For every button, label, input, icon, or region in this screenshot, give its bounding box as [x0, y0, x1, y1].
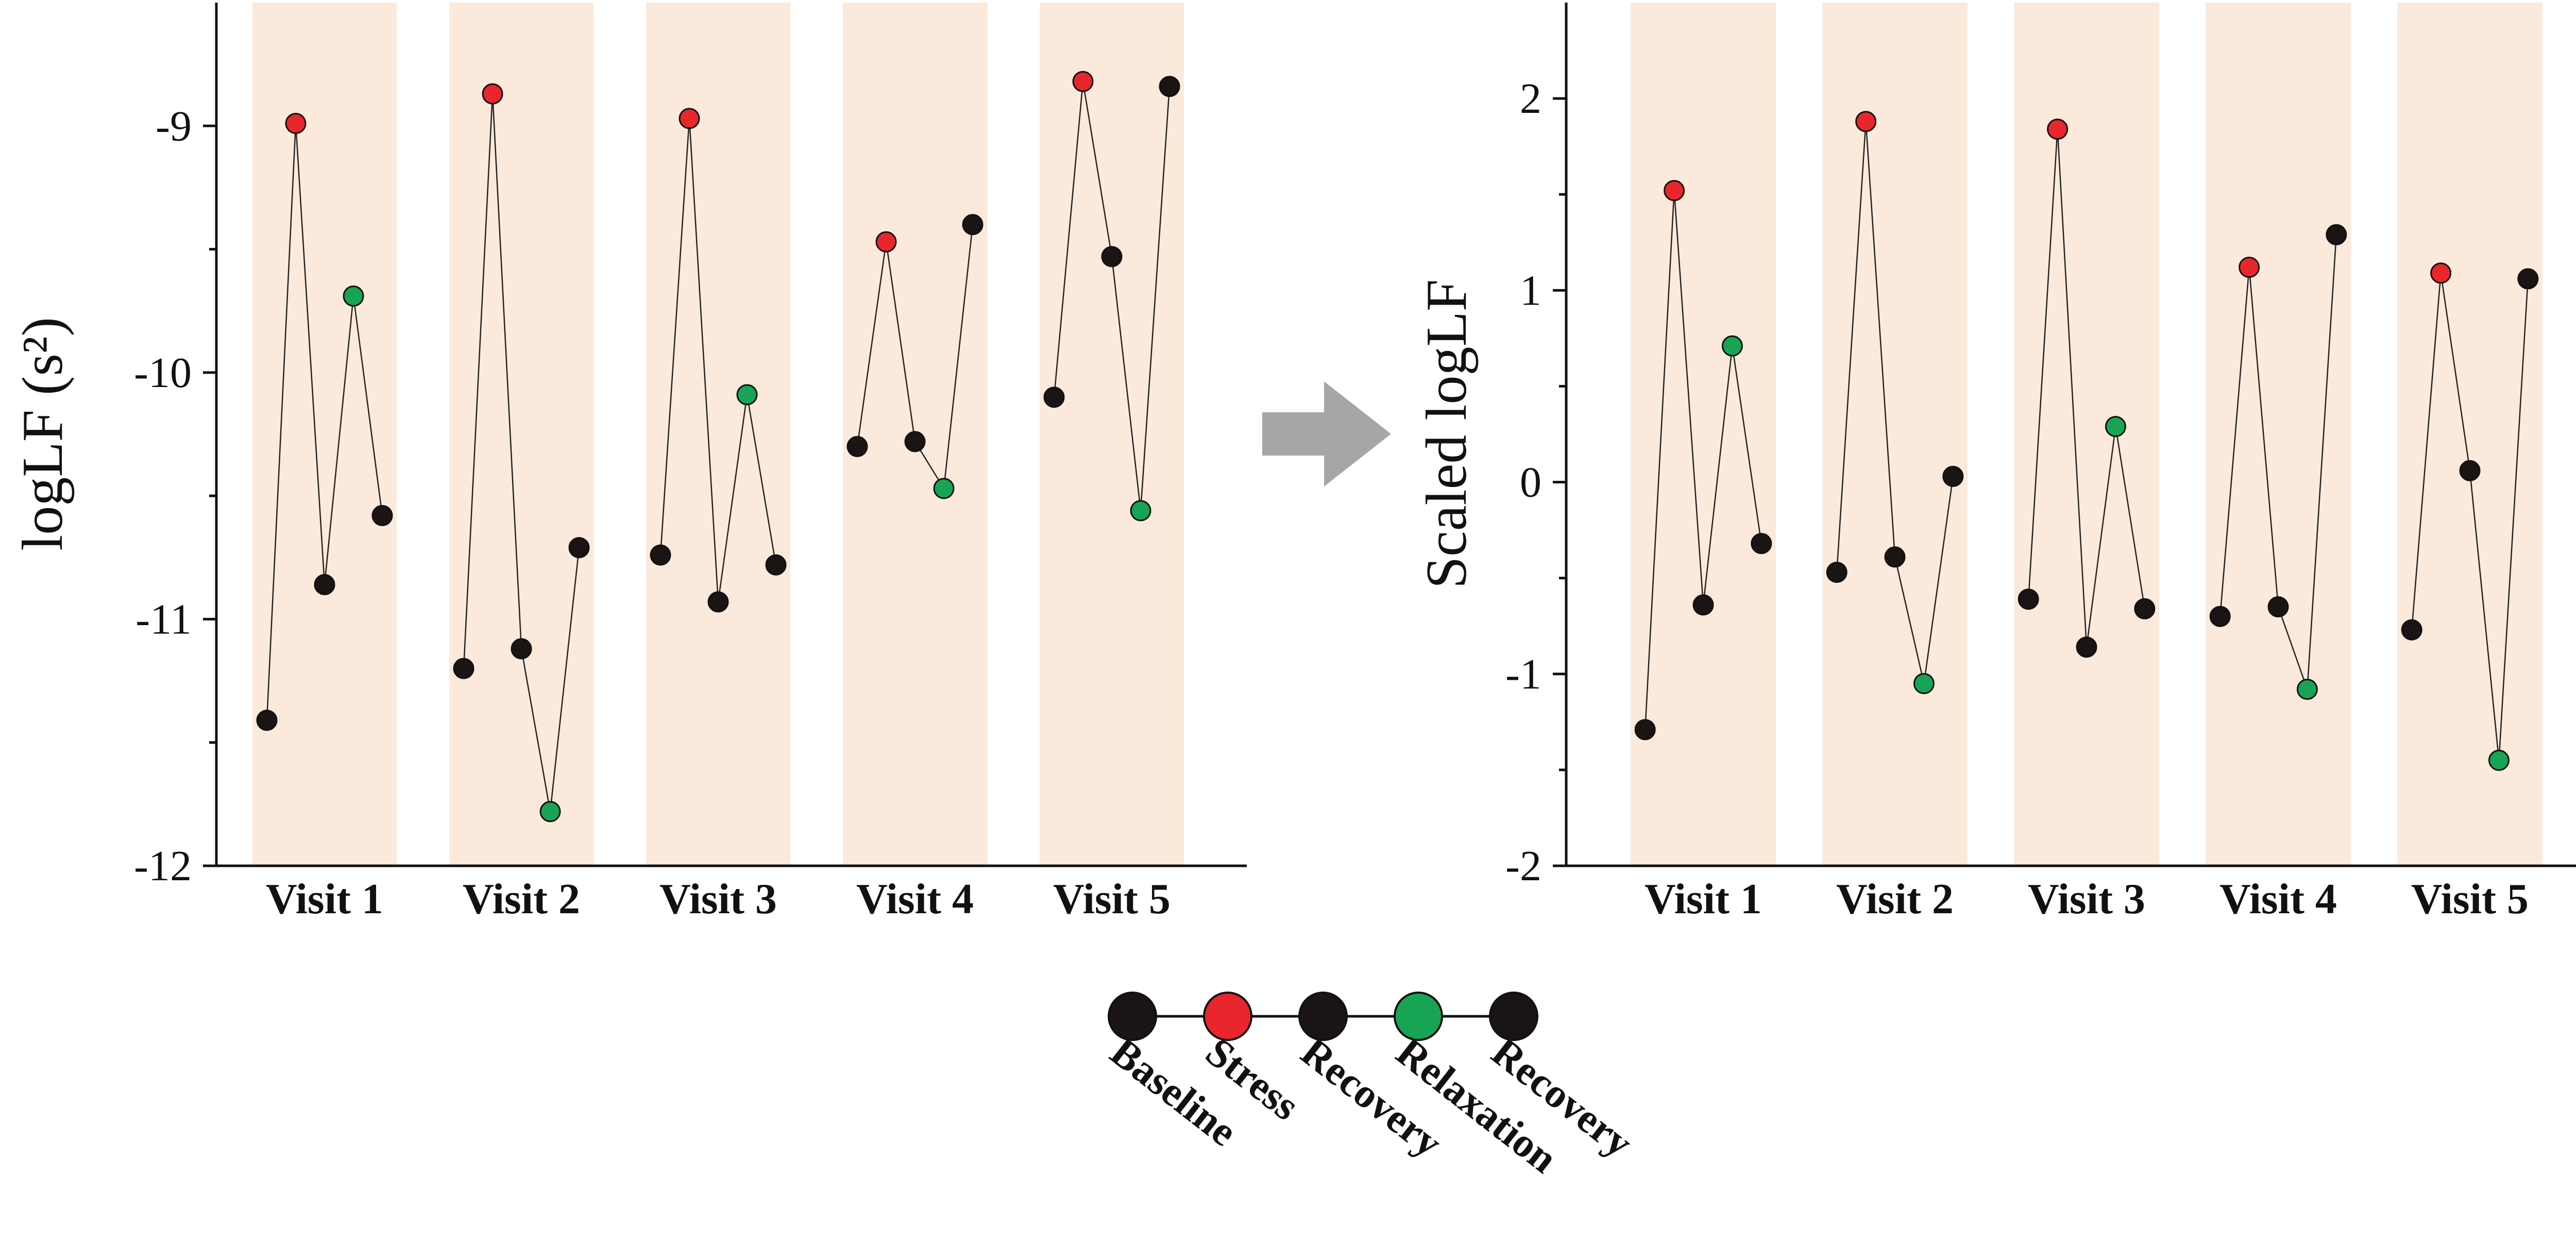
visit-band	[2397, 3, 2543, 866]
y-axis-label-right: Scaled logLF	[1415, 279, 1479, 589]
visit-band	[1040, 3, 1184, 866]
y-axis-label-left: logLF (s²)	[11, 317, 75, 551]
data-point-recovery	[314, 574, 335, 595]
visit-bands-right	[1631, 3, 2543, 866]
data-point-baseline	[2018, 589, 2039, 610]
visit-band	[2014, 3, 2159, 866]
series-layer-left	[256, 71, 1180, 823]
x-tick-label: Visit 5	[2411, 875, 2529, 923]
data-point-recovery	[1692, 594, 1714, 616]
visit-bands-left	[252, 3, 1184, 866]
data-point-recovery	[2326, 224, 2347, 245]
data-point-recovery	[2134, 598, 2156, 619]
data-point-baseline	[1634, 719, 1656, 741]
x-tick-labels-right: Visit 1 Visit 2 Visit 3 Visit 4 Visit 5	[1645, 875, 2529, 923]
data-point-recovery	[1751, 533, 1772, 555]
data-point-baseline	[2401, 619, 2422, 641]
data-point-relaxation	[736, 384, 758, 406]
data-point-recovery	[2517, 268, 2539, 290]
data-point-recovery	[2076, 636, 2097, 658]
y-tick-label: -1	[1505, 650, 1541, 698]
data-point-baseline	[256, 710, 278, 731]
visit-band	[252, 3, 397, 866]
y-tick-label: -10	[134, 349, 192, 397]
visit-band	[1822, 3, 1968, 866]
data-point-recovery	[904, 431, 926, 452]
x-tick-labels-left: Visit 1 Visit 2 Visit 3 Visit 4 Visit 5	[266, 875, 1171, 923]
data-point-recovery	[707, 591, 729, 613]
data-point-baseline	[1043, 387, 1065, 408]
data-point-relaxation	[1913, 673, 1935, 694]
y-tick-label: -9	[156, 102, 192, 150]
y-tick-label: -12	[134, 842, 192, 890]
data-point-relaxation	[2296, 679, 2318, 700]
visit-band	[646, 3, 790, 866]
left-chart-panel: -12 -11 -10 -9 Visit 1 Visit 2 Visit 3 Visit 4…	[11, 3, 1247, 923]
data-point-relaxation	[2488, 749, 2510, 771]
visit-band	[2206, 3, 2351, 866]
data-point-stress	[2047, 119, 2069, 140]
data-point-stress	[285, 113, 307, 134]
data-point-recovery	[962, 214, 984, 236]
x-tick-label: Visit 3	[659, 875, 777, 923]
data-point-stress	[1072, 71, 1094, 92]
y-ticks-right: -2 -1 0 1 2	[1505, 75, 1566, 890]
y-tick-label: -11	[135, 595, 192, 643]
data-point-recovery	[2267, 596, 2289, 617]
y-tick-label: 1	[1520, 266, 1541, 314]
data-point-recovery	[371, 505, 393, 526]
legend-marker	[1489, 992, 1538, 1041]
data-point-stress	[482, 83, 503, 105]
y-ticks-left: -12 -11 -10 -9	[134, 102, 216, 890]
data-point-relaxation	[1721, 335, 1743, 357]
data-point-baseline	[1826, 562, 1848, 583]
visit-band	[1631, 3, 1776, 866]
legend-marker	[1394, 992, 1443, 1041]
x-tick-label: Visit 5	[1053, 875, 1171, 923]
data-point-recovery	[1942, 465, 1964, 487]
data-point-stress	[875, 231, 897, 253]
data-point-baseline	[650, 544, 671, 566]
data-point-stress	[1855, 111, 1877, 132]
data-point-recovery	[568, 537, 590, 559]
x-tick-label: Visit 2	[463, 875, 580, 923]
legend-marker	[1108, 992, 1157, 1041]
data-point-recovery	[1159, 76, 1180, 97]
data-point-stress	[2430, 262, 2452, 284]
data-point-stress	[2239, 257, 2260, 278]
data-point-stress	[1664, 180, 1685, 202]
series-layer-right	[1634, 111, 2539, 771]
data-point-baseline	[846, 435, 868, 457]
arrow-right-icon	[1262, 381, 1391, 487]
data-point-recovery	[511, 638, 532, 660]
y-tick-label: -2	[1505, 842, 1541, 890]
legend-marker	[1298, 992, 1348, 1041]
data-point-relaxation	[1130, 500, 1151, 522]
data-point-recovery	[765, 554, 787, 576]
data-point-relaxation	[933, 478, 955, 499]
data-point-baseline	[453, 658, 474, 679]
x-tick-label: Visit 3	[2028, 875, 2145, 923]
x-tick-label: Visit 2	[1836, 875, 1954, 923]
data-point-recovery	[1101, 246, 1123, 267]
x-tick-label: Visit 1	[266, 875, 383, 923]
data-point-stress	[679, 108, 700, 129]
data-point-recovery	[2459, 460, 2481, 481]
x-tick-label: Visit 1	[1645, 875, 1762, 923]
y-tick-label: 2	[1520, 75, 1541, 123]
data-point-relaxation	[539, 801, 561, 823]
data-point-relaxation	[343, 286, 364, 307]
data-point-relaxation	[2105, 416, 2126, 438]
x-tick-label: Visit 4	[856, 875, 974, 923]
data-point-baseline	[2209, 606, 2231, 627]
visit-band	[449, 3, 594, 866]
data-point-recovery	[1884, 546, 1906, 568]
legend-marker	[1203, 992, 1252, 1041]
x-tick-label: Visit 4	[2219, 875, 2337, 923]
y-tick-label: 0	[1520, 459, 1541, 507]
